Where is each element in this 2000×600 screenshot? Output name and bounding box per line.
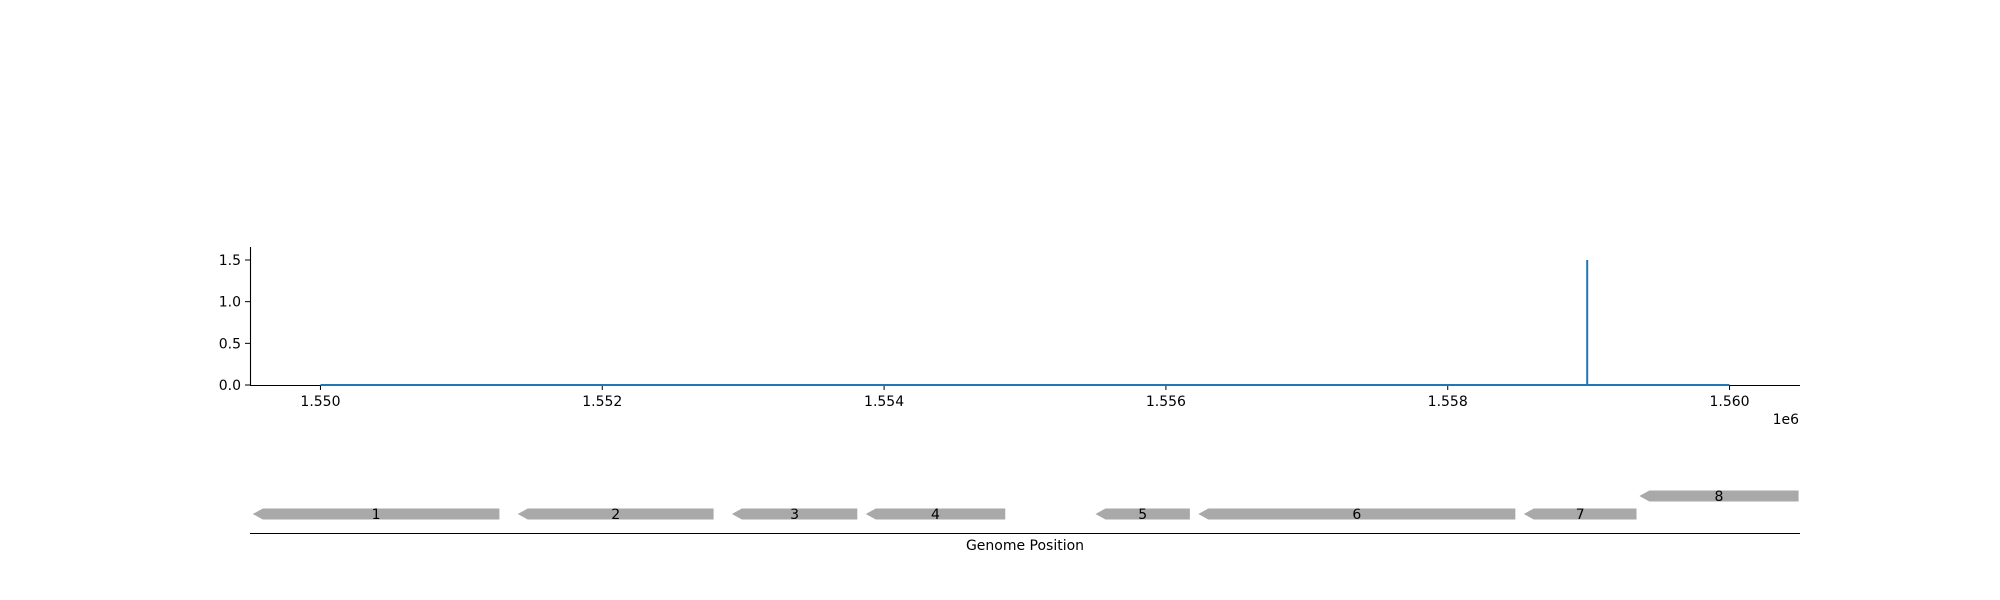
gene-arrow [731,508,858,520]
x-tick-label: 1.550 [300,394,340,410]
y-ticks: 0.0 0.5 1.0 1.5 [219,253,250,394]
gene-label: 7 [1576,507,1585,523]
gene-arrow [252,508,500,520]
x-tick-label: 1.554 [864,394,904,410]
x-tick-label: 1.552 [582,394,622,410]
gene-track-panel: 1 2 3 4 5 6 7 8 Genome Position [250,489,1800,554]
gene-arrow [1523,508,1637,520]
gene-label: 4 [931,507,940,523]
y-tick-label: 0.5 [219,336,241,352]
gene-arrow [1095,508,1190,520]
y-tick-label: 1.0 [219,295,241,311]
y-tick-label: 0.0 [219,378,241,394]
x-offset-label: 1e6 [1773,412,1800,428]
gene-arrow [517,508,714,520]
gene-label: 2 [611,507,620,523]
x-ticks: 1.550 1.552 1.554 1.556 1.558 1.560 [300,385,1750,410]
x-tick-label: 1.556 [1146,394,1186,410]
x-axis-label: Genome Position [966,538,1084,554]
x-tick-label: 1.558 [1428,394,1468,410]
y-tick-label: 1.5 [219,253,241,269]
gene-label: 1 [372,507,381,523]
x-tick-label: 1.560 [1709,394,1749,410]
gene-label: 5 [1138,507,1147,523]
gene-arrow [1639,490,1799,502]
gene-arrow [865,508,1006,520]
gene-features: 1 2 3 4 5 6 7 8 [252,489,1799,523]
signal-line [320,260,1730,386]
gene-label: 3 [790,507,799,523]
signal-plot-panel: 0.00.51.01.5 1.550 1.552 1.554 1.556 1.558 1.… [219,247,1800,428]
signal-series [320,260,1730,386]
gene-label: 6 [1352,507,1361,523]
gene-arrow [1198,508,1516,520]
gene-label: 8 [1715,489,1724,505]
